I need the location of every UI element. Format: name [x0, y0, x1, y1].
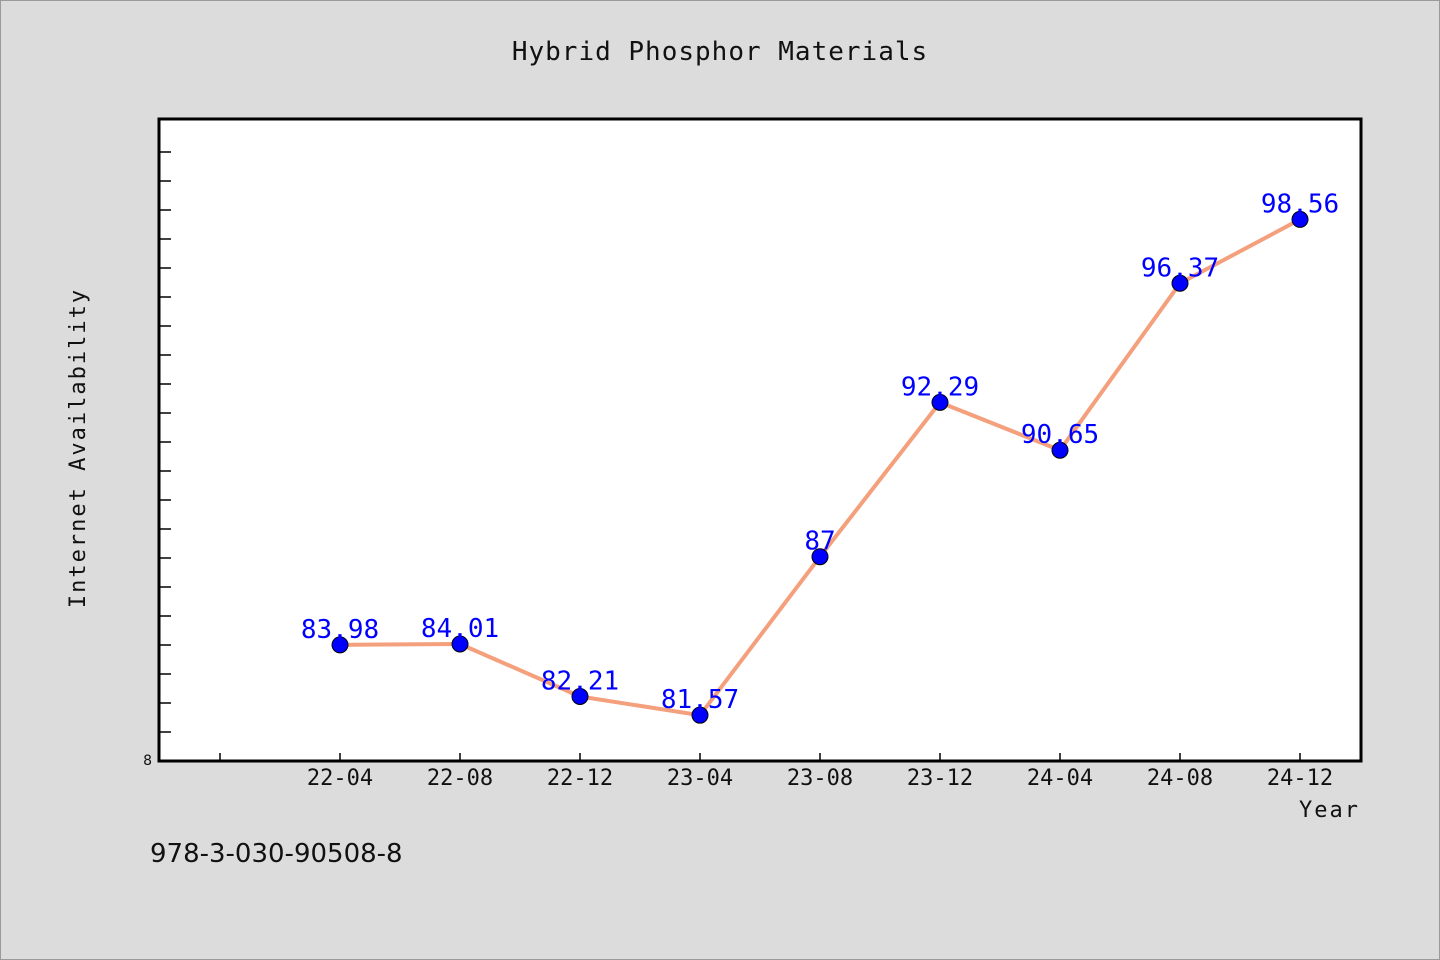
data-point-22-12 [571, 688, 589, 706]
x-tick-label-22-08: 22-08 [427, 766, 493, 791]
data-point-24-12 [1291, 210, 1309, 228]
x-axis-label: Year [1299, 798, 1360, 823]
x-axis-ticks [219, 753, 1301, 761]
x-tick-label-24-12: 24-12 [1267, 766, 1333, 791]
x-tick-label-23-12: 23-12 [907, 766, 973, 791]
data-label-24-04: 90.65 [1021, 420, 1099, 450]
x-tick-labels: 22-04 22-08 22-12 23-04 23-08 23-12 24-04 24-08… [307, 766, 1333, 791]
data-point-22-08 [451, 635, 469, 653]
data-point-23-08 [811, 548, 829, 566]
plot-area [157, 117, 1363, 763]
data-point-23-04 [691, 706, 709, 724]
x-tick-label-24-08: 24-08 [1147, 766, 1213, 791]
data-label-22-12: 82.21 [541, 667, 619, 697]
y-axis-label: Internet Availability [66, 288, 91, 608]
data-label-22-04: 83.98 [301, 615, 379, 645]
data-label-24-12: 98.56 [1261, 189, 1339, 219]
y-tick-label: 8 [143, 753, 152, 769]
data-label-23-04: 81.57 [661, 685, 739, 715]
x-tick-label-22-12: 22-12 [547, 766, 613, 791]
x-tick-label-23-08: 23-08 [787, 766, 853, 791]
data-label-24-08: 96.37 [1141, 253, 1219, 283]
data-point-24-08 [1171, 274, 1189, 292]
x-tick-label-22-04: 22-04 [307, 766, 373, 791]
footnote-isbn: 978-3-030-90508-8 [150, 839, 403, 869]
x-tick-label-23-04: 23-04 [667, 766, 733, 791]
data-labels: 83.98 84.01 82.21 81.57 87 92.29 90.65 96.37 98.… [301, 189, 1339, 715]
x-tick-label-24-04: 24-04 [1027, 766, 1093, 791]
data-label-23-08: 87 [804, 527, 835, 557]
data-points [331, 210, 1309, 724]
data-point-22-04 [331, 636, 349, 654]
data-point-24-04 [1051, 441, 1069, 459]
chart-title: Hybrid Phosphor Materials [512, 37, 928, 67]
data-point-23-12 [931, 393, 949, 411]
data-label-23-12: 92.29 [901, 372, 979, 402]
data-label-22-08: 84.01 [421, 614, 499, 644]
y-axis-ticks [159, 151, 171, 733]
